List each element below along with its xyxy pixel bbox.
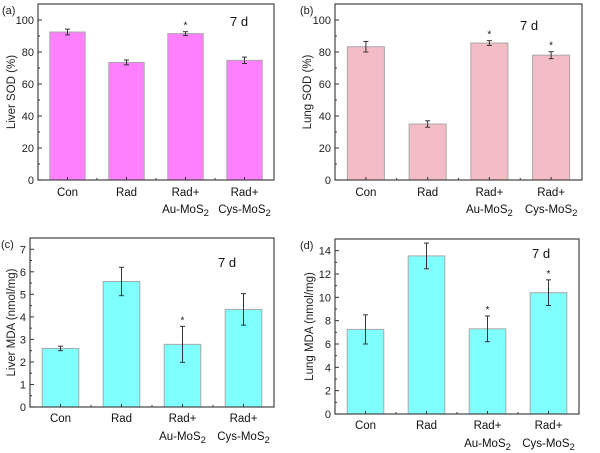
panel-c-y-tick-label: 1	[20, 379, 26, 391]
panel-c-y-tick-label: 6	[20, 267, 26, 279]
panel-a-bar	[167, 33, 204, 181]
panel-a-y-axis-label: Liver SOD (%)	[6, 55, 18, 129]
panel-d-bar	[407, 255, 446, 415]
panel-d-y-tick-label: 4	[325, 362, 331, 374]
panel-d-y-tick-label: 2	[325, 386, 331, 398]
panel-c-bar	[41, 347, 80, 408]
panel-d-category-label: Con	[355, 420, 376, 432]
panel-b-bar	[470, 42, 509, 181]
panel-c-y-axis-label: Liver MDA (nmol/mg)	[6, 268, 18, 376]
panel-a-category-label: Rad+	[172, 187, 200, 199]
panel-c-category-label: Rad+	[230, 413, 258, 425]
panel-d-bar	[529, 292, 568, 415]
panel-a-y-tick-label: 0	[28, 175, 34, 187]
panel-b-y-tick-label: 80	[319, 47, 331, 59]
panel-b-y-tick-label: 0	[325, 175, 331, 187]
panel-d-y-tick-label: 12	[319, 269, 331, 281]
panel-c-y-tick-label: 3	[20, 334, 26, 346]
panel-a-bar	[49, 31, 86, 181]
panel-a-bar	[226, 59, 263, 181]
panel-a-y-tick-label: 40	[22, 111, 34, 123]
panel-a-plot-frame	[37, 3, 275, 181]
panel-c-y-tick-label: 4	[20, 312, 26, 324]
panel-c-bar	[102, 280, 141, 408]
panel-b-y-tick-label: 20	[319, 143, 331, 155]
panel-c-annotation: 7 d	[218, 255, 236, 270]
panel-d-category-label: Rad	[416, 420, 437, 432]
panel-d-y-tick-label: 6	[325, 339, 331, 351]
panel-d-category-label: Rad+	[474, 420, 502, 432]
panel-c-significance-marker: *	[181, 315, 185, 326]
panel-a-y-tick-label: 80	[22, 47, 34, 59]
panel-a-category-label: Con	[57, 187, 78, 199]
panel-d-y-tick-label: 8	[325, 316, 331, 328]
panel-a-y-tick-label: 100	[16, 15, 34, 27]
panel-c-y-tick-label: 0	[20, 402, 26, 414]
panel-d-y-axis-label: Lung MDA (nmol/mg)	[304, 272, 316, 381]
panel-b-bar	[346, 46, 385, 181]
panel-c-category-label: Rad+	[169, 413, 197, 425]
panel-d-annotation: 7 d	[532, 246, 550, 261]
panel-d-significance-marker: *	[547, 269, 551, 280]
panel-a-significance-marker: *	[184, 21, 188, 32]
panel-c-category-label: Rad	[111, 413, 132, 425]
panel-a-label: (a)	[2, 5, 15, 17]
panel-a-category-label: Rad+	[231, 187, 259, 199]
panel-b-significance-marker: *	[549, 41, 553, 52]
panel-b-category-label-line2: Cys-MoS2	[525, 204, 578, 219]
panel-b-y-axis-label: Lung SOD (%)	[302, 54, 314, 129]
panel-d-plot-frame	[334, 238, 580, 415]
panel-b-y-tick-label: 60	[319, 79, 331, 91]
panel-d-category-label-line2: Au-MoS2	[464, 438, 511, 453]
panel-d-y-tick-label: 0	[325, 409, 331, 421]
panel-b-label: (b)	[300, 5, 313, 17]
panel-c-category-label-line2: Cys-MoS2	[217, 431, 270, 446]
panel-b-significance-marker: *	[487, 30, 491, 41]
panel-b-bar	[532, 54, 571, 181]
panel-d-label: (d)	[300, 240, 313, 252]
panel-b-bar	[408, 123, 447, 181]
panel-c-plot-frame	[29, 237, 275, 408]
panel-d-y-tick-label: 10	[319, 292, 331, 304]
panel-c-y-tick-label: 7	[20, 244, 26, 256]
panel-c-y-tick-label: 2	[20, 357, 26, 369]
panel-a-category-label-line2: Cys-MoS2	[218, 204, 271, 219]
panel-c-label: (c)	[1, 239, 14, 251]
panel-b-y-tick-label: 100	[313, 15, 331, 27]
panel-a-bar	[108, 61, 145, 181]
panel-b-category-label: Rad+	[537, 187, 565, 199]
panel-c-y-tick-label: 5	[20, 289, 26, 301]
panel-b-y-tick-label: 40	[319, 111, 331, 123]
panel-a-y-tick-label: 20	[22, 143, 34, 155]
panel-d-significance-marker: *	[486, 305, 490, 316]
panel-b-category-label: Con	[355, 187, 376, 199]
panel-d-category-label: Rad+	[535, 420, 563, 432]
panel-d-y-tick-label: 14	[319, 246, 331, 258]
panel-c-category-label: Con	[50, 413, 71, 425]
panel-b-annotation: 7 d	[520, 18, 538, 33]
panel-b-plot-frame	[334, 3, 583, 181]
panel-d-category-label-line2: Cys-MoS2	[522, 438, 575, 453]
panel-b-category-label: Rad	[417, 187, 438, 199]
panel-a-category-label: Rad	[116, 187, 137, 199]
panel-a-y-tick-label: 60	[22, 79, 34, 91]
panel-a-category-label-line2: Au-MoS2	[162, 204, 209, 219]
panel-c-category-label-line2: Au-MoS2	[159, 431, 206, 446]
panel-a-annotation: 7 d	[230, 14, 248, 29]
panel-d-bar	[468, 328, 507, 415]
panel-b-category-label: Rad+	[475, 187, 503, 199]
panel-b-category-label-line2: Au-MoS2	[466, 204, 513, 219]
